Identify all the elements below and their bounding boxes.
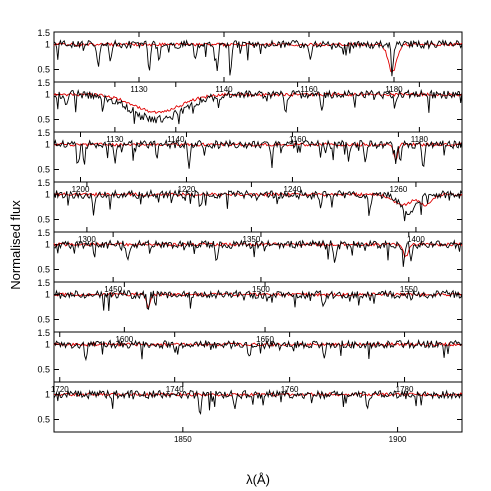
- panel-8: 0.5 1 1850 1900: [37, 381, 463, 444]
- x-axis-label: λ(Å): [246, 472, 270, 487]
- y-tick-label: 1: [45, 40, 50, 50]
- x-tick-label: 1160: [289, 135, 307, 144]
- x-tick-label: 1550: [400, 285, 418, 294]
- x-tick-label: 1850: [174, 435, 192, 444]
- x-tick-label: 1350: [243, 235, 261, 244]
- x-tick-label: 1450: [104, 285, 122, 294]
- model-spectrum-line: [53, 42, 463, 73]
- y-tick-label: 1.5: [37, 28, 50, 38]
- y-tick-label: 0.5: [37, 115, 50, 125]
- y-tick-label: 1: [45, 240, 50, 250]
- y-tick-label: 1.5: [37, 128, 50, 138]
- y-tick-label: 0.5: [37, 415, 50, 425]
- observed-spectrum-line: [53, 39, 463, 77]
- model-spectrum-line: [53, 191, 463, 207]
- y-tick-label: 1: [45, 290, 50, 300]
- x-tick-label: 1200: [72, 185, 90, 194]
- x-tick-label: 1160: [300, 85, 318, 94]
- observed-spectrum-line: [53, 338, 463, 362]
- y-tick-label: 1.5: [37, 78, 50, 88]
- y-tick-label: 0.5: [37, 65, 50, 75]
- x-tick-label: 1600: [115, 335, 133, 344]
- x-tick-label: 1240: [284, 185, 302, 194]
- y-tick-label: 0.5: [37, 215, 50, 225]
- panel-4: 0.5 1 1.5 1300 1350 1400: [37, 178, 463, 244]
- y-tick-label: 0.5: [37, 265, 50, 275]
- x-tick-label: 1180: [385, 85, 403, 94]
- x-tick-label: 1900: [389, 435, 407, 444]
- y-tick-label: 1.5: [37, 228, 50, 238]
- y-tick-label: 1: [45, 390, 50, 400]
- observed-spectrum-line: [53, 188, 463, 222]
- x-tick-label: 1740: [166, 385, 184, 394]
- panel-7: 0.5 1 1.5 1720 1740 1760 1780: [37, 328, 463, 394]
- x-tick-label: 1780: [396, 385, 414, 394]
- panel-3: 0.5 1 1.5 1200 1220 1240 1260: [37, 128, 463, 194]
- observed-spectrum-line: [53, 88, 463, 125]
- x-tick-label: 1130: [130, 85, 148, 94]
- panel-frame: [53, 381, 463, 433]
- observed-spectrum-line: [53, 138, 463, 169]
- x-tick-label: 1400: [407, 235, 425, 244]
- model-spectrum-line: [53, 142, 463, 163]
- x-tick-label: 1180: [411, 135, 429, 144]
- x-tick-label: 1140: [167, 135, 185, 144]
- x-tick-label: 1300: [78, 235, 96, 244]
- y-tick-label: 1.5: [37, 178, 50, 188]
- y-axis-label: Normalised flux: [8, 200, 23, 290]
- y-tick-label: 0.5: [37, 165, 50, 175]
- y-tick-label: 1: [45, 140, 50, 150]
- x-tick-label: 1720: [51, 385, 69, 394]
- y-tick-label: 1: [45, 190, 50, 200]
- y-tick-label: 1: [45, 340, 50, 350]
- observed-spectrum-line: [53, 289, 463, 312]
- x-tick-label: 1220: [178, 185, 196, 194]
- y-tick-label: 1.5: [37, 278, 50, 288]
- observed-spectrum-line: [53, 239, 463, 267]
- x-tick-label: 1130: [106, 135, 124, 144]
- x-tick-label: 1760: [281, 385, 299, 394]
- model-spectrum-line: [53, 242, 463, 259]
- y-tick-label: 1.5: [37, 328, 50, 338]
- panel-1: 0.5 1 1.5 1130 1140 1160 1180: [37, 28, 463, 94]
- y-tick-label: 1: [45, 90, 50, 100]
- x-tick-label: 1140: [215, 85, 233, 94]
- panel-2: 0.5 1 1.5 1130 1140 1160 1180: [37, 78, 463, 144]
- x-tick-label: 1500: [252, 285, 270, 294]
- x-tick-label: 1650: [256, 335, 274, 344]
- observed-spectrum-line: [53, 388, 463, 415]
- y-tick-label: 0.5: [37, 365, 50, 375]
- x-tick-label: 1260: [390, 185, 408, 194]
- y-tick-label: 0.5: [37, 315, 50, 325]
- panel-6: 0.5 1 1.5 1600 1650: [37, 278, 463, 344]
